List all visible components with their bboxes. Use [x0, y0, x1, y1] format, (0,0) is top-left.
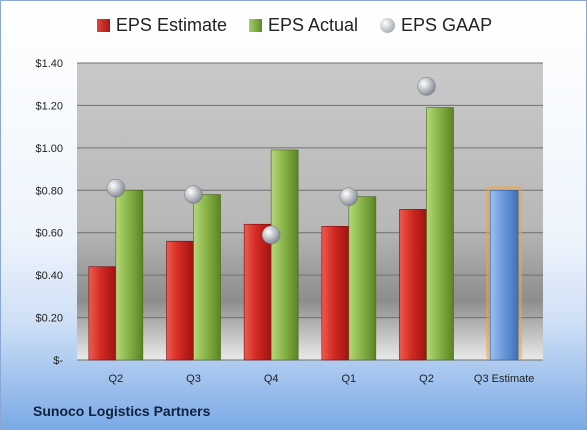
x-tick-label: Q3 Estimate	[474, 373, 535, 385]
marker-eps-gaap	[106, 178, 126, 198]
bar-eps-estimate	[321, 226, 350, 361]
x-tick-label: Q1	[341, 373, 356, 385]
bar-eps-estimate	[88, 266, 117, 361]
y-tick-labels: $- $0.20 $0.40 $0.60 $0.80 $1.00 $1.20 $1.40	[35, 58, 63, 367]
bar-q3-estimate	[489, 189, 519, 361]
legend-label-gaap: EPS GAAP	[401, 15, 493, 35]
bar-eps-actual	[348, 196, 377, 361]
chart-legend: EPS Estimate EPS Actual EPS GAAP	[1, 15, 587, 36]
y-tick-label: $0.20	[35, 313, 63, 325]
x-tick-labels: Q2 Q3 Q4 Q1 Q2 Q3 Estimate	[108, 373, 534, 385]
legend-item-gaap: EPS GAAP	[380, 15, 492, 36]
x-tick-label: Q4	[264, 373, 279, 385]
legend-label-estimate: EPS Estimate	[115, 15, 227, 35]
y-tick-label: $0.60	[35, 228, 63, 240]
bar-eps-actual	[193, 194, 221, 361]
y-tick-label: $0.80	[35, 185, 63, 197]
gaap-markers	[106, 77, 436, 245]
marker-eps-gaap	[184, 185, 203, 204]
marker-eps-gaap	[417, 77, 436, 96]
bar-eps-actual	[115, 189, 144, 361]
bar-eps-estimate	[399, 209, 427, 361]
bar-eps-actual	[270, 149, 299, 361]
x-tick-label: Q3	[186, 373, 201, 385]
bar-eps-actual	[426, 107, 454, 361]
bar-eps-estimate	[243, 223, 272, 361]
y-tick-label: $1.40	[35, 58, 63, 70]
bar-eps-estimate	[166, 240, 194, 361]
y-tick-label: $-	[53, 355, 63, 367]
marker-eps-gaap	[339, 187, 359, 206]
y-tick-label: $0.40	[35, 270, 63, 282]
legend-swatch-gaap	[380, 18, 396, 33]
legend-item-actual: EPS Actual	[248, 15, 359, 36]
company-name: Sunoco Logistics Partners	[33, 403, 211, 419]
y-tick-label: $1.20	[35, 100, 63, 112]
y-tick-label: $1.00	[35, 143, 63, 155]
legend-label-actual: EPS Actual	[267, 15, 359, 35]
marker-eps-gaap	[261, 225, 281, 245]
legend-item-estimate: EPS Estimate	[96, 15, 227, 36]
grid-lines	[77, 62, 543, 361]
x-tick-label: Q2	[419, 373, 434, 385]
plot-area	[77, 63, 543, 360]
x-tick-label: Q2	[108, 373, 123, 385]
legend-swatch-actual	[248, 19, 262, 32]
legend-swatch-estimate	[96, 19, 110, 32]
bar-marks	[88, 107, 523, 361]
